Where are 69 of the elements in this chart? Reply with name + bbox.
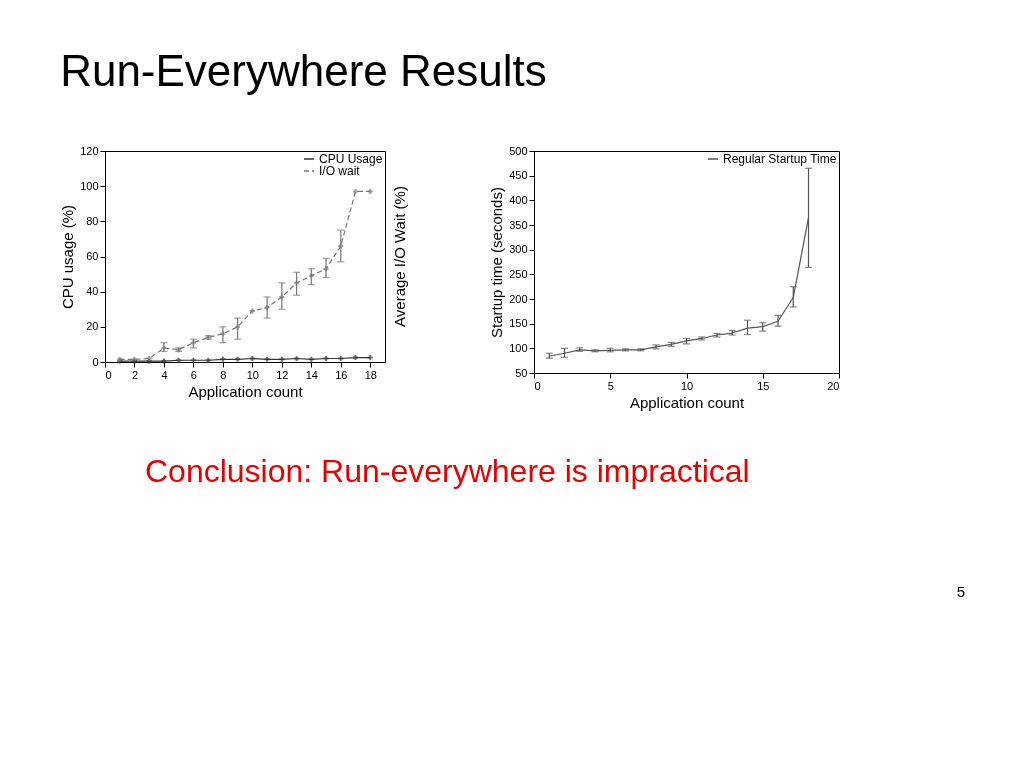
point <box>235 356 241 362</box>
y-tick-label: 400 <box>509 193 528 206</box>
y-tick-label: 100 <box>509 341 528 354</box>
point <box>367 188 373 194</box>
legend-label: CPU Usage <box>319 152 383 166</box>
point <box>220 356 226 362</box>
legend-label: I/O wait <box>319 164 361 178</box>
x-tick-label: 12 <box>276 368 289 381</box>
x-tick-label: 16 <box>335 368 348 381</box>
text: Conclusion: Run-everywhere is impractical <box>145 453 750 489</box>
y-tick-label: 150 <box>509 317 528 330</box>
y-tick-label: 250 <box>509 267 528 280</box>
y-tick-label: 300 <box>509 243 528 256</box>
x-tick-label: 15 <box>757 379 770 392</box>
y-tick-label: 120 <box>80 144 99 157</box>
y-tick-label: 500 <box>509 144 528 157</box>
x-tick-label: 0 <box>534 379 541 392</box>
x-tick-label: 14 <box>305 368 318 381</box>
y-axis-title: CPU usage (%) <box>59 204 77 310</box>
legend-label: Regular Startup Time <box>723 152 837 166</box>
point <box>353 188 359 194</box>
y-tick-label: 20 <box>86 320 99 333</box>
x-tick-label: 18 <box>364 368 377 381</box>
y-tick-label: 350 <box>509 218 528 231</box>
x-tick-label: 6 <box>190 368 197 381</box>
point <box>294 355 300 361</box>
point <box>308 356 314 362</box>
y-tick-label: 80 <box>86 214 99 227</box>
point <box>190 357 196 363</box>
x-tick-label: 5 <box>607 379 614 392</box>
chart-title: Run-Everywhere Results <box>60 45 547 95</box>
point <box>294 280 300 286</box>
point <box>161 358 167 364</box>
y-tick-label: 60 <box>86 250 99 262</box>
point <box>279 294 285 300</box>
point <box>353 355 359 361</box>
point <box>249 355 255 361</box>
point <box>338 243 344 249</box>
point <box>308 273 314 279</box>
y-tick-label: 200 <box>509 292 528 305</box>
y-tick-label: 100 <box>80 179 99 192</box>
x-axis-title: Application count <box>629 393 745 411</box>
x-tick-label: 2 <box>131 368 139 381</box>
x-tick-label: 10 <box>246 368 259 381</box>
y-tick-label: 450 <box>509 169 528 182</box>
point <box>249 308 255 314</box>
point <box>264 356 270 362</box>
point <box>235 324 241 330</box>
point <box>323 355 329 361</box>
text: 5 <box>956 583 965 600</box>
point <box>367 355 373 361</box>
y-axis-title: Startup time (seconds) <box>488 187 506 338</box>
point <box>338 355 344 361</box>
point <box>220 331 226 337</box>
x-tick-label: 0 <box>105 368 112 381</box>
x-axis-title: Application count <box>188 382 304 400</box>
point <box>279 356 285 362</box>
point <box>264 304 270 310</box>
y-tick-label: 50 <box>515 366 528 379</box>
point <box>323 266 329 272</box>
y-tick-label: 40 <box>86 285 99 298</box>
x-tick-label: 8 <box>220 368 227 381</box>
y-tick-label: 0 <box>92 355 99 368</box>
x-tick-label: 4 <box>161 368 168 381</box>
x-tick-label: 20 <box>827 379 840 392</box>
y2-axis-title: Average I/O Wait (%) <box>391 186 408 327</box>
point <box>205 357 211 363</box>
x-tick-label: 10 <box>680 379 694 392</box>
point <box>176 357 182 363</box>
